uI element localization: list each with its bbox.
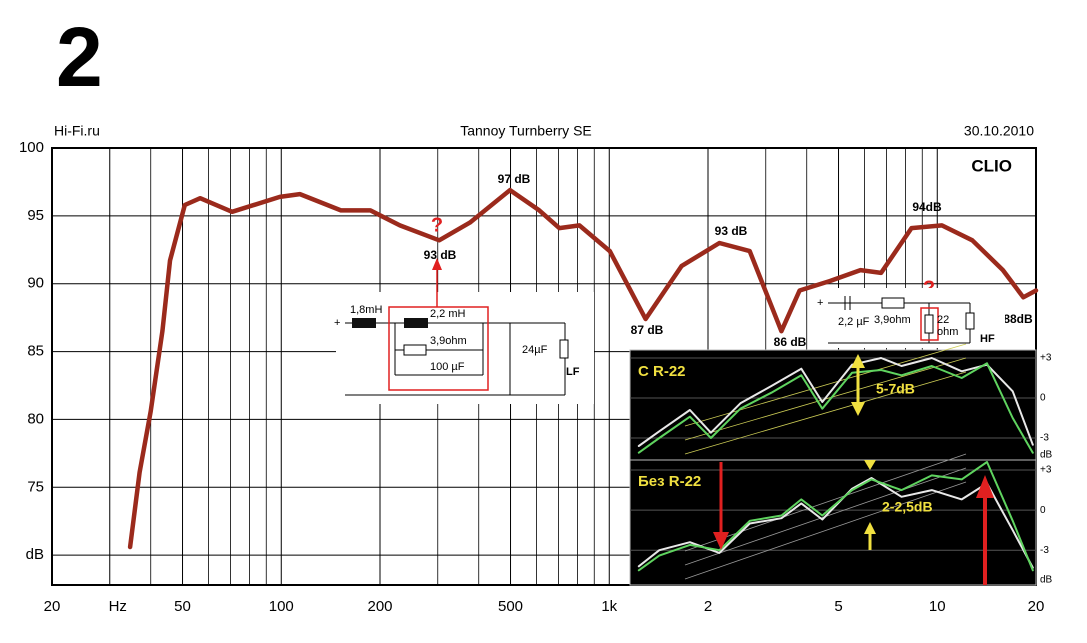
x-tick-label: 500 <box>498 598 523 615</box>
y-tick-label: 100 <box>19 139 44 156</box>
schematic-bg <box>336 292 594 404</box>
resistor <box>924 314 934 334</box>
polygon <box>851 354 865 368</box>
watermark: CLIO <box>971 156 1012 175</box>
label: + <box>334 317 340 329</box>
x-tick-label: 20 <box>44 598 61 615</box>
source: Hi-Fi.ru <box>54 123 100 139</box>
chart-title: Tannoy Turnberry SE <box>460 123 592 139</box>
inset-bg <box>629 459 1037 586</box>
label: LF <box>566 366 580 378</box>
inset-y-tick-label: -3 <box>1040 545 1049 556</box>
series-line <box>127 187 1039 550</box>
label: 24µF <box>522 344 548 356</box>
insets: +3 0 -3 dB С R-22 5-7dB +3 0 -3 dB Без R-22 2-2,5dB <box>629 343 1053 586</box>
annotation: 97 dB <box>498 172 531 186</box>
y-tick-label: 80 <box>27 410 44 427</box>
resistor <box>881 297 905 309</box>
highlight-box <box>388 306 489 391</box>
date: 30.10.2010 <box>964 123 1034 139</box>
label: 1,8mH <box>350 304 382 316</box>
inset-y-tick-label: +3 <box>1040 353 1052 364</box>
series-line <box>637 461 1034 572</box>
lf-schematic: + 1,8mH 2,2 mH 3,9ohm 100 µF 24µF LF <box>334 258 594 404</box>
label: + <box>817 297 823 309</box>
annotation: 93 dB <box>715 224 748 238</box>
y-tick-label: 75 <box>27 478 44 495</box>
resistor <box>403 344 427 356</box>
highlight-box <box>920 307 939 341</box>
speaker <box>965 312 975 330</box>
y-tick-label: dB <box>26 546 44 563</box>
label: ohm <box>937 326 958 338</box>
y-tick-label: 95 <box>27 207 44 224</box>
x-tick-label: 50 <box>174 598 191 615</box>
x-tick-label: 2 <box>704 598 712 615</box>
label: 3,9ohm <box>430 335 467 347</box>
inset-y-tick-label: 0 <box>1040 505 1046 516</box>
series-line <box>637 357 1034 447</box>
inset-bg <box>629 349 1037 461</box>
x-tick-label: 200 <box>367 598 392 615</box>
inductor <box>352 318 376 328</box>
annotation: 94dB <box>912 200 942 214</box>
page-number: 2 <box>56 10 103 104</box>
inset: +3 0 -3 dB С R-22 5-7dB <box>629 343 1053 461</box>
hf-schematic: + 2,2 µF 3,9ohm 22 ohm HF <box>815 288 1005 348</box>
polygon <box>864 522 876 534</box>
annotation: 93 dB <box>424 248 457 262</box>
polygon <box>851 402 865 416</box>
polygon <box>976 475 994 498</box>
annotation: 87 dB <box>631 323 664 337</box>
inset-y-label: dB <box>1040 450 1053 461</box>
label: 100 µF <box>430 361 465 373</box>
annotation: 86 dB <box>774 335 807 349</box>
inductor <box>404 318 428 328</box>
inset-arrows <box>713 354 994 585</box>
x-tick-label: Hz <box>109 598 127 615</box>
polygon <box>864 460 876 470</box>
x-tick-label: 5 <box>834 598 842 615</box>
guide-line <box>684 481 967 580</box>
inset: +3 0 -3 dB Без R-22 2-2,5dB <box>629 453 1053 586</box>
inset-annotation: 2-2,5dB <box>882 499 933 515</box>
inset-y-tick-label: +3 <box>1040 465 1052 476</box>
inset-y-tick-label: -3 <box>1040 433 1049 444</box>
polygon <box>713 532 729 550</box>
y-tick-label: 90 <box>27 275 44 292</box>
label: 2,2 µF <box>838 316 870 328</box>
guide-line <box>684 453 967 552</box>
label: 3,9ohm <box>874 314 911 326</box>
arrowhead <box>432 258 442 270</box>
label: 22 <box>937 314 949 326</box>
x-tick-label: 1k <box>601 598 617 615</box>
x-tick-label: 100 <box>269 598 294 615</box>
annotation: 88dB <box>1003 312 1033 326</box>
label: 2,2 mH <box>430 308 466 320</box>
x-tick-label: 20 <box>1028 598 1045 615</box>
series-line <box>637 362 1034 454</box>
y-tick-label: 85 <box>27 343 44 360</box>
label: HF <box>980 333 995 345</box>
x-tick-label: 10 <box>929 598 946 615</box>
inset-annotation: 5-7dB <box>876 381 915 397</box>
annotation: ? <box>431 214 443 236</box>
guide-line <box>684 371 967 455</box>
speaker <box>559 339 569 359</box>
inset-title: Без R-22 <box>638 473 701 490</box>
inset-y-label: dB <box>1040 575 1053 586</box>
inset-y-tick-label: 0 <box>1040 393 1046 404</box>
inset-title: С R-22 <box>638 363 686 380</box>
